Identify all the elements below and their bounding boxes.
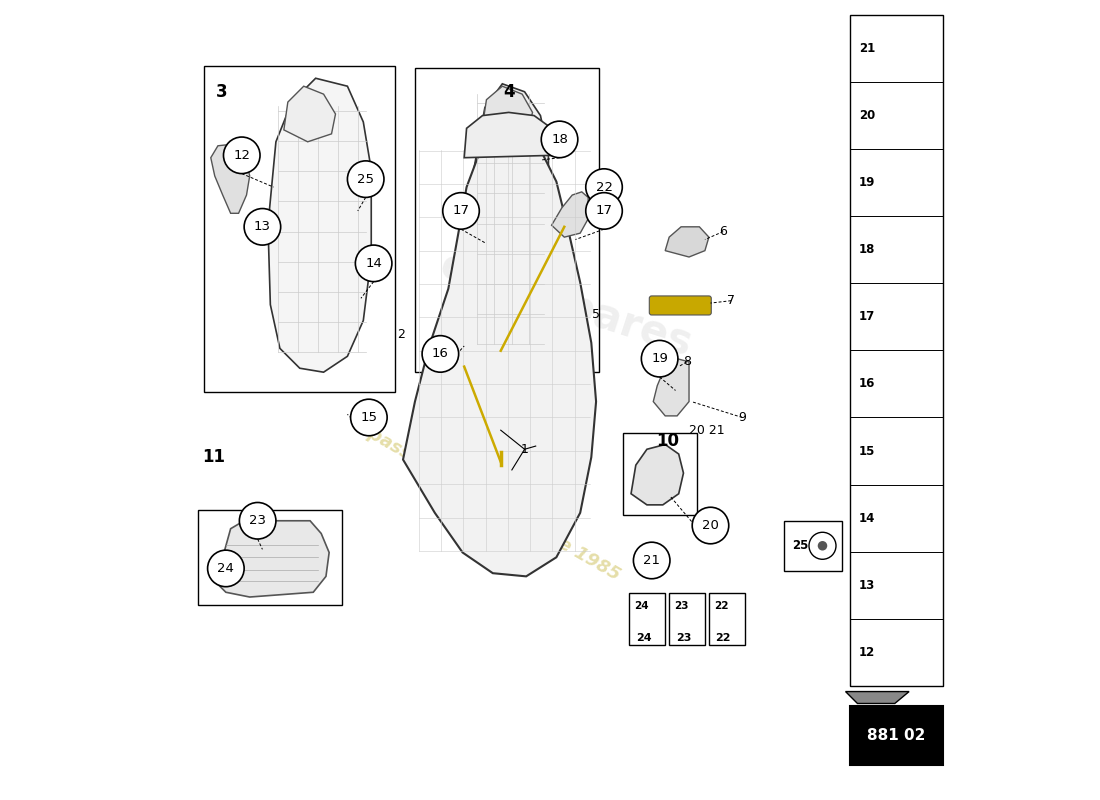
Polygon shape (468, 84, 549, 358)
Circle shape (585, 169, 623, 206)
Text: 13: 13 (254, 220, 271, 234)
Text: 17: 17 (452, 205, 470, 218)
Polygon shape (403, 139, 596, 576)
Circle shape (208, 550, 244, 586)
FancyBboxPatch shape (708, 593, 745, 645)
Text: 23: 23 (249, 514, 266, 527)
Polygon shape (551, 192, 588, 237)
Circle shape (223, 137, 260, 174)
Text: 14: 14 (859, 512, 876, 525)
Text: 18: 18 (859, 243, 876, 256)
Polygon shape (214, 521, 329, 597)
Text: 20: 20 (702, 519, 719, 532)
Text: a passion for parts since 1985: a passion for parts since 1985 (350, 415, 624, 584)
Text: 21: 21 (644, 554, 660, 567)
Text: 9: 9 (738, 411, 746, 424)
Circle shape (355, 245, 392, 282)
FancyBboxPatch shape (649, 296, 712, 315)
Circle shape (808, 532, 836, 559)
Circle shape (244, 209, 280, 245)
Text: 24: 24 (636, 634, 651, 643)
Polygon shape (211, 144, 250, 214)
Text: 7: 7 (727, 294, 735, 307)
Text: 24: 24 (218, 562, 234, 575)
Text: 16: 16 (432, 347, 449, 361)
Text: 20 21: 20 21 (690, 424, 725, 437)
Text: 24: 24 (635, 601, 649, 611)
Polygon shape (284, 86, 336, 142)
Text: 6: 6 (719, 225, 727, 238)
Text: 12: 12 (859, 646, 876, 659)
Circle shape (692, 507, 728, 544)
Polygon shape (666, 227, 708, 257)
Text: 11: 11 (202, 448, 226, 466)
Text: 881 02: 881 02 (867, 728, 925, 743)
Polygon shape (846, 691, 909, 703)
Circle shape (351, 399, 387, 436)
Text: 23: 23 (675, 634, 691, 643)
Text: 15: 15 (859, 445, 876, 458)
Circle shape (240, 502, 276, 539)
Text: 15: 15 (361, 411, 377, 424)
FancyBboxPatch shape (784, 521, 843, 571)
Circle shape (541, 121, 578, 158)
Text: 2: 2 (397, 328, 405, 342)
Text: 18: 18 (551, 133, 568, 146)
Circle shape (634, 542, 670, 578)
Text: 8: 8 (683, 355, 691, 368)
Text: 12: 12 (233, 149, 251, 162)
Text: 22: 22 (595, 181, 613, 194)
Circle shape (641, 341, 678, 377)
Text: 16: 16 (859, 378, 876, 390)
Polygon shape (464, 113, 554, 158)
Text: 22: 22 (714, 601, 728, 611)
Circle shape (817, 541, 827, 550)
FancyBboxPatch shape (629, 593, 666, 645)
Text: 20: 20 (859, 109, 876, 122)
Text: 4: 4 (503, 82, 515, 101)
Polygon shape (631, 445, 683, 505)
Text: 19: 19 (859, 176, 876, 189)
Text: 22: 22 (715, 634, 730, 643)
Polygon shape (268, 78, 372, 372)
Text: eurospares: eurospares (434, 244, 697, 366)
Text: 1: 1 (520, 442, 528, 456)
Circle shape (422, 336, 459, 372)
FancyBboxPatch shape (849, 706, 944, 766)
FancyBboxPatch shape (669, 593, 705, 645)
Text: 17: 17 (595, 205, 613, 218)
Circle shape (442, 193, 480, 229)
Text: 13: 13 (859, 579, 876, 592)
Circle shape (348, 161, 384, 198)
Text: 21: 21 (859, 42, 876, 54)
Text: 10: 10 (656, 432, 679, 450)
Circle shape (585, 193, 623, 229)
Polygon shape (483, 86, 532, 139)
Text: 19: 19 (651, 352, 668, 365)
Text: 25: 25 (358, 173, 374, 186)
Text: 23: 23 (674, 601, 689, 611)
Text: 5: 5 (592, 308, 601, 321)
Text: 3: 3 (216, 82, 228, 101)
Text: 14: 14 (365, 257, 382, 270)
Text: 25: 25 (792, 539, 808, 552)
Text: 17: 17 (859, 310, 876, 323)
Polygon shape (653, 358, 689, 416)
FancyBboxPatch shape (849, 14, 944, 686)
